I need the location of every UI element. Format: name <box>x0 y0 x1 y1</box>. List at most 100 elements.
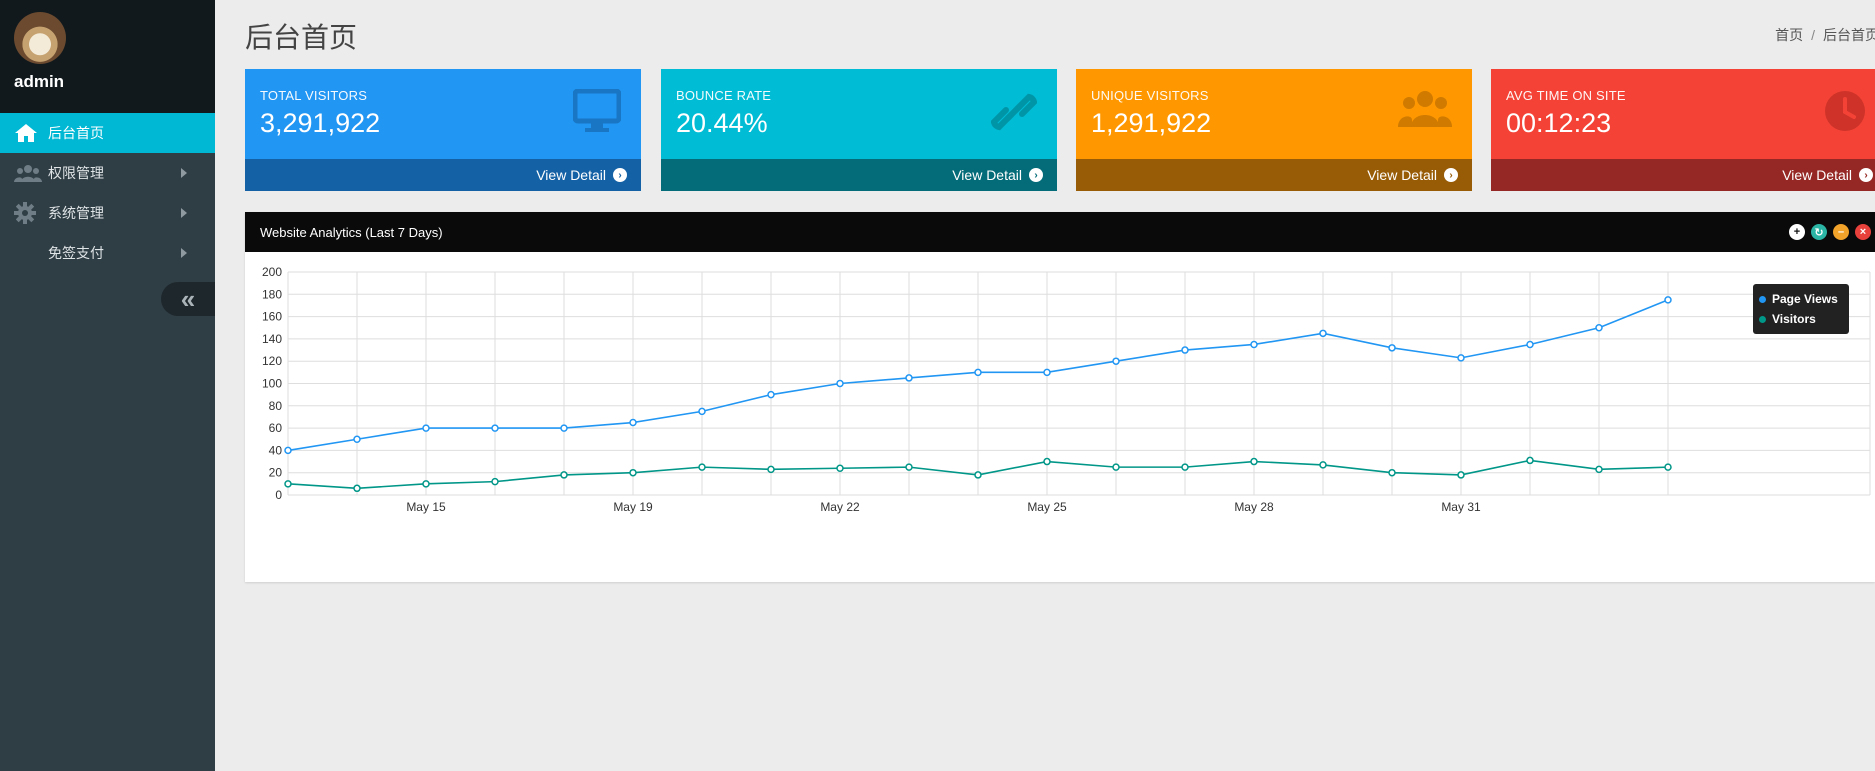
line-chart: 0 20 40 60 80 100 120 140 160 180 200 May 15 May 19 M… <box>262 265 1871 514</box>
page-title: 后台首页 <box>245 22 358 53</box>
data-point <box>1526 456 1534 465</box>
chart-legend: Page Views Visitors <box>1753 284 1849 334</box>
card-value: 1,291,922 <box>1091 108 1212 138</box>
data-point <box>1388 344 1396 352</box>
y-tick-label: 180 <box>262 287 282 301</box>
card-unique-visitors: UNIQUE VISITORS 1,291,922 View Detail › <box>1076 69 1472 191</box>
expand-icon[interactable]: + <box>1789 224 1805 240</box>
view-detail-label: View Detail <box>1367 167 1437 183</box>
refresh-icon[interactable]: ↻ <box>1811 224 1827 240</box>
data-point <box>560 424 568 432</box>
data-point <box>1457 471 1465 479</box>
view-detail-link[interactable]: View Detail › <box>1491 159 1875 191</box>
caret-right-icon <box>181 208 187 218</box>
sidebar-item-label: 系统管理 <box>48 205 104 221</box>
y-tick-label: 80 <box>269 399 283 413</box>
view-detail-link[interactable]: View Detail › <box>1076 159 1472 191</box>
profile: admin <box>0 0 215 113</box>
view-detail-label: View Detail <box>1782 167 1852 183</box>
data-point <box>1457 354 1465 362</box>
data-point <box>1664 463 1672 471</box>
x-tick-label: May 25 <box>1027 500 1067 514</box>
legend-item-visitors[interactable]: Visitors <box>1759 309 1843 329</box>
breadcrumb: 首页 / 后台首页 <box>1775 25 1875 45</box>
x-tick-label: May 31 <box>1441 500 1481 514</box>
data-point <box>767 390 775 399</box>
y-tick-label: 100 <box>262 377 282 391</box>
card-label: BOUNCE RATE <box>676 88 772 103</box>
x-tick-label: May 28 <box>1234 500 1274 514</box>
card-label: TOTAL VISITORS <box>260 88 368 103</box>
y-tick-label: 160 <box>262 310 282 324</box>
card-value: 20.44% <box>676 108 768 138</box>
data-point <box>698 407 706 416</box>
sidebar-collapse-button[interactable]: « <box>161 282 215 316</box>
monitor-icon <box>572 88 622 138</box>
data-point <box>284 446 292 455</box>
panel-tools: + ↻ – × <box>1789 224 1871 240</box>
card-label: UNIQUE VISITORS <box>1091 88 1209 103</box>
chart-area: 0 20 40 60 80 100 120 140 160 180 200 May 15 May 19 M… <box>245 252 1875 587</box>
x-tick-label: May 15 <box>406 500 446 514</box>
users-icon <box>1398 89 1452 134</box>
caret-right-icon <box>181 248 187 258</box>
card-total-visitors: TOTAL VISITORS 3,291,922 View Detail › <box>245 69 641 191</box>
double-chevron-left-icon: « <box>180 283 196 314</box>
arrow-circle-right-icon: › <box>1444 168 1458 182</box>
view-detail-link[interactable]: View Detail › <box>661 159 1057 191</box>
users-icon <box>14 161 44 185</box>
sidebar-item-label: 权限管理 <box>48 165 104 181</box>
breadcrumb-home[interactable]: 首页 <box>1775 27 1804 43</box>
card-avg-time: AVG TIME ON SITE 00:12:23 View Detail › <box>1491 69 1875 191</box>
data-point <box>905 374 913 382</box>
data-point <box>422 424 430 432</box>
y-tick-label: 140 <box>262 332 282 346</box>
data-point <box>836 464 844 472</box>
view-detail-label: View Detail <box>536 167 606 183</box>
data-point <box>974 368 982 377</box>
sidebar-item-payment[interactable]: 免签支付 <box>0 233 215 273</box>
card-value: 3,291,922 <box>260 108 381 138</box>
data-point <box>905 463 913 471</box>
data-point <box>1526 340 1534 349</box>
data-point <box>974 471 982 479</box>
data-point <box>353 484 361 493</box>
data-point <box>629 468 637 477</box>
data-point <box>353 435 361 443</box>
y-tick-label: 60 <box>269 421 283 435</box>
sidebar-item-label: 免签支付 <box>48 245 104 261</box>
close-icon[interactable]: × <box>1855 224 1871 240</box>
y-tick-label: 120 <box>262 354 282 368</box>
sidebar-item-home[interactable]: 后台首页 <box>0 113 215 153</box>
view-detail-link[interactable]: View Detail › <box>245 159 641 191</box>
view-detail-label: View Detail <box>952 167 1022 183</box>
breadcrumb-separator: / <box>1811 27 1815 43</box>
data-point <box>422 480 430 488</box>
x-tick-label: May 19 <box>613 500 653 514</box>
sidebar-nav: 后台首页 权限管理 系统管理 免签支付 <box>0 113 215 273</box>
home-icon <box>14 121 44 145</box>
card-value: 00:12:23 <box>1506 108 1612 138</box>
data-point <box>284 480 292 488</box>
minimize-icon[interactable]: – <box>1833 224 1849 240</box>
username: admin <box>14 72 65 91</box>
x-tick-label: May 22 <box>820 500 860 514</box>
data-point <box>629 418 637 427</box>
data-point <box>1664 296 1672 304</box>
sidebar-item-system[interactable]: 系统管理 <box>0 193 215 233</box>
data-point <box>1595 324 1603 332</box>
data-point <box>491 424 499 432</box>
sidebar-item-permissions[interactable]: 权限管理 <box>0 153 215 193</box>
data-point <box>1319 329 1327 338</box>
data-point <box>1319 461 1327 469</box>
y-tick-label: 200 <box>262 265 282 279</box>
caret-right-icon <box>181 168 187 178</box>
data-point <box>1250 340 1258 349</box>
legend-item-page-views[interactable]: Page Views <box>1759 289 1843 309</box>
y-tick-label: 40 <box>269 443 283 457</box>
avatar[interactable] <box>14 12 66 64</box>
sidebar: admin 后台首页 权限管理 系统管理 免签支付 <box>0 0 215 771</box>
link-icon <box>990 89 1038 140</box>
arrow-circle-right-icon: › <box>1859 168 1873 182</box>
data-point <box>698 463 706 471</box>
